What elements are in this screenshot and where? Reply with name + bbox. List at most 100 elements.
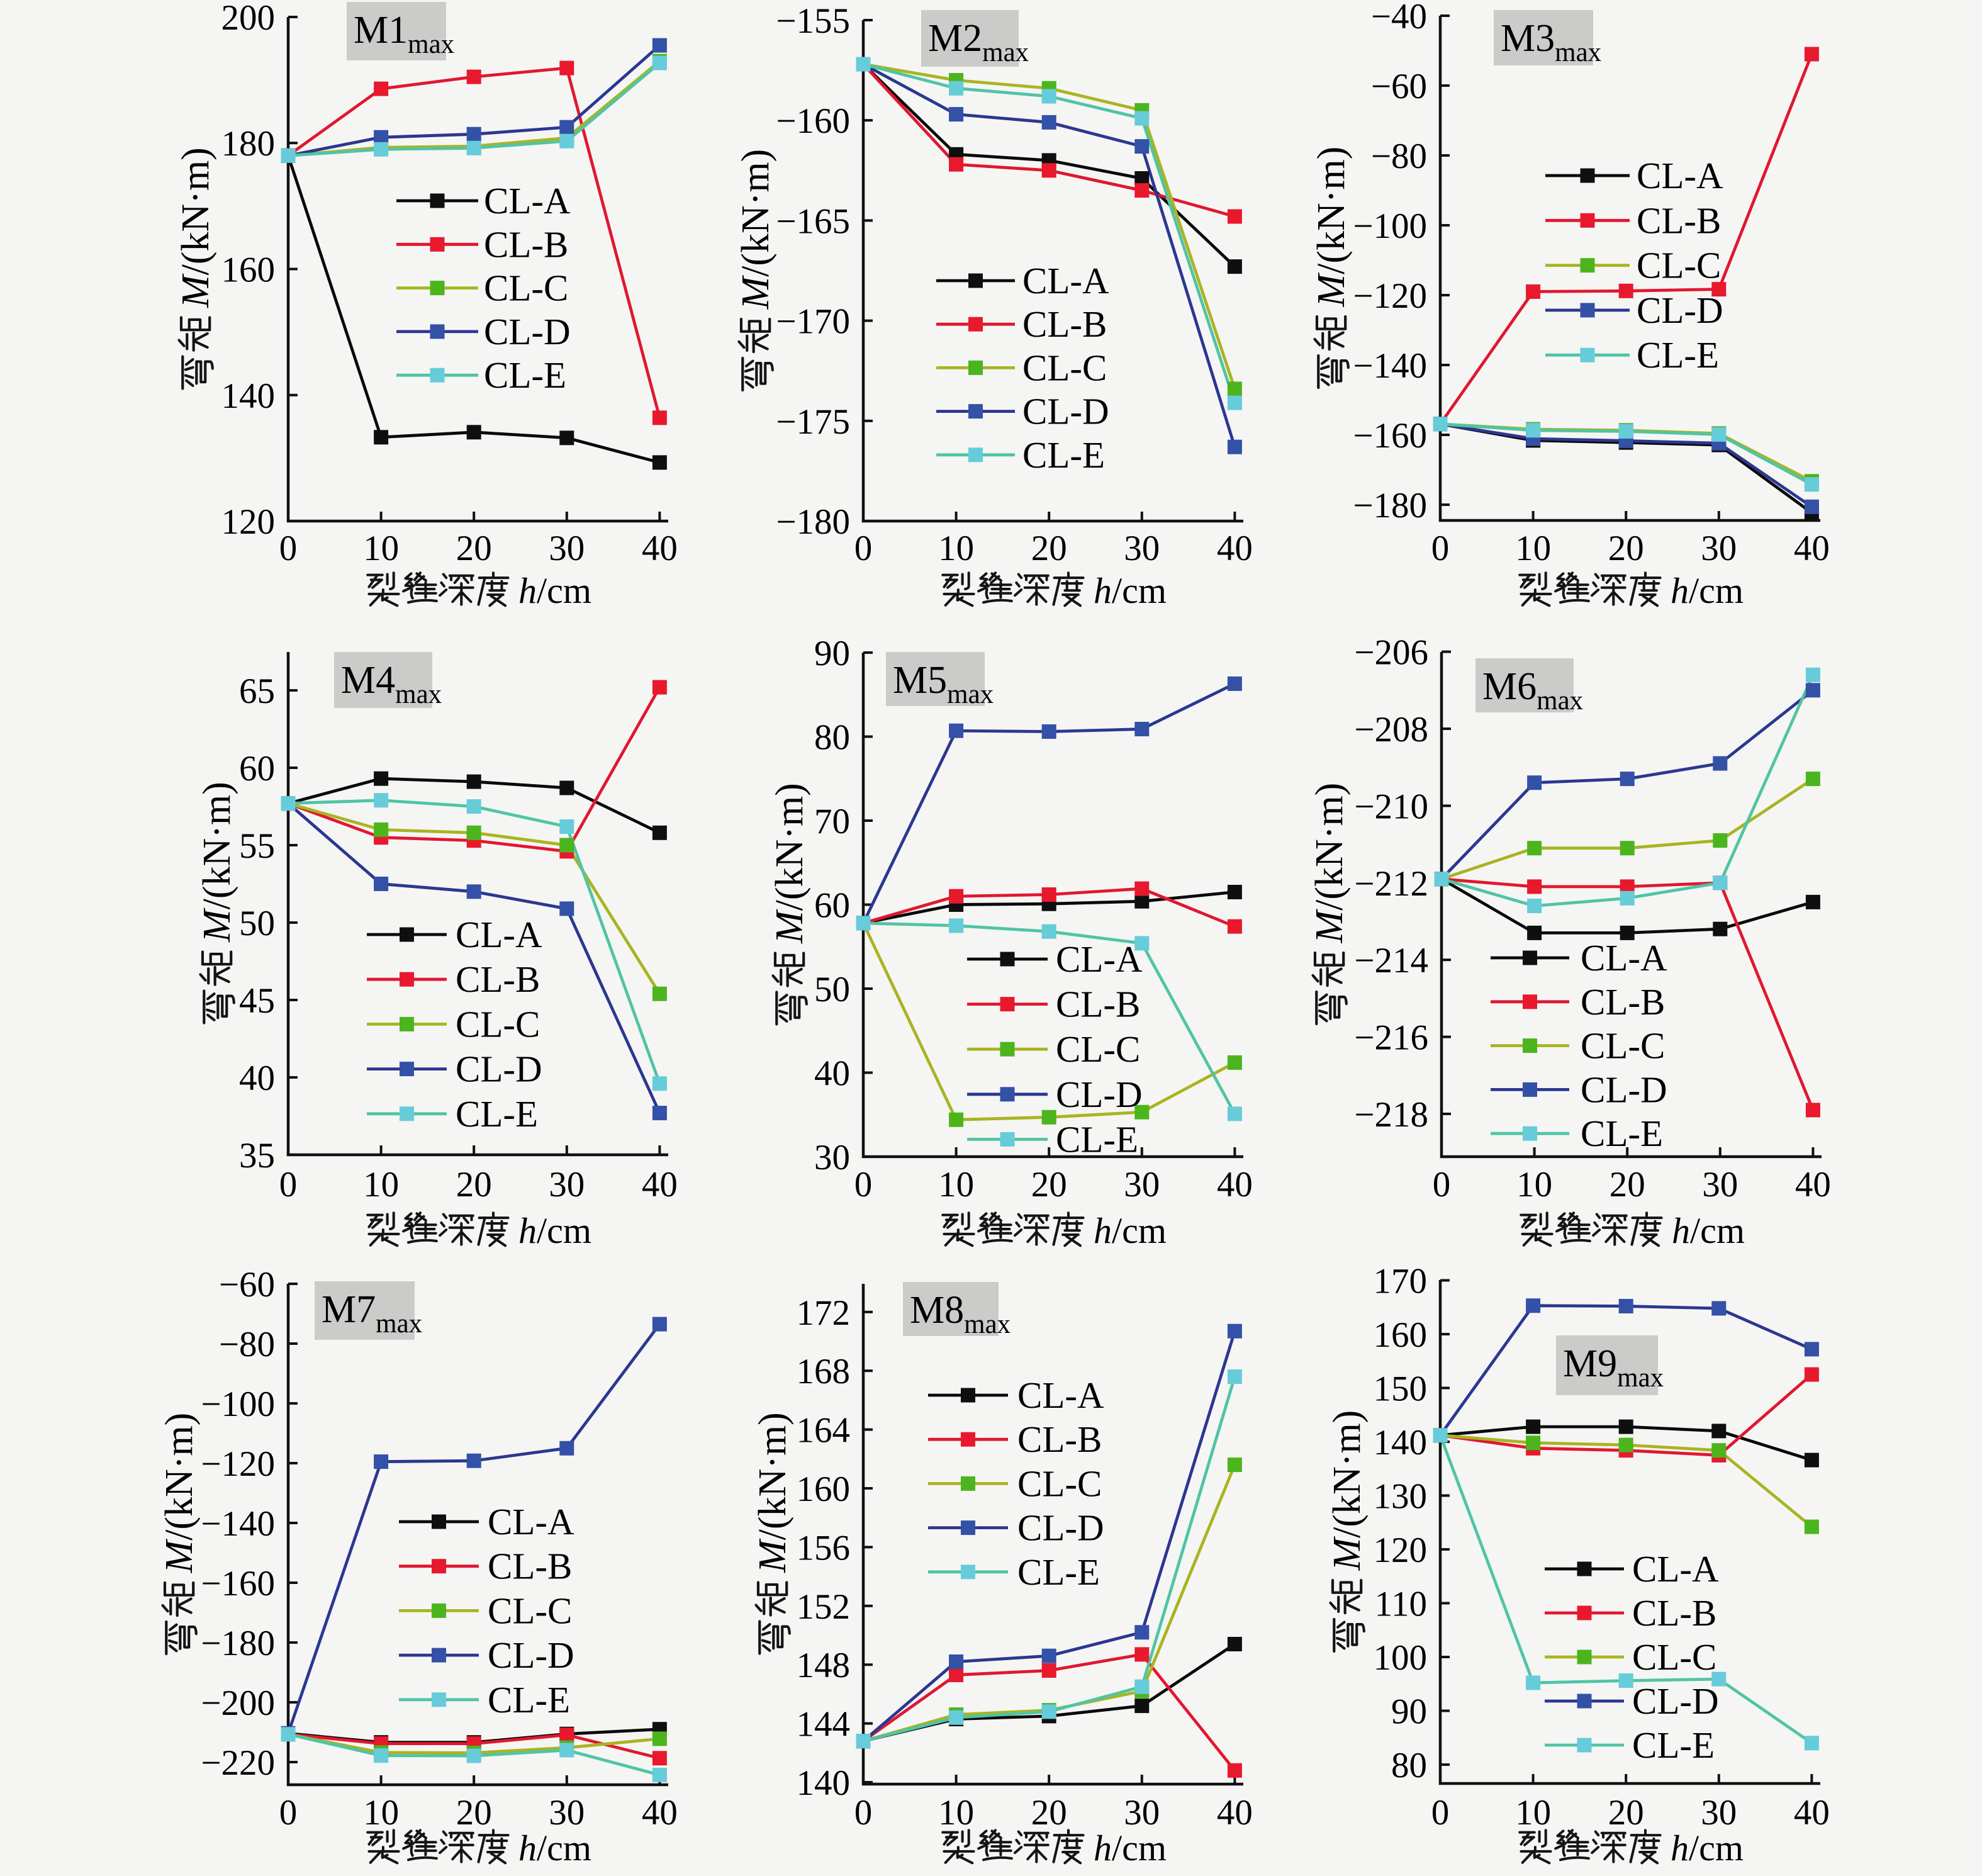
svg-text:−220: −220 [201, 1743, 275, 1783]
svg-text:50: 50 [814, 970, 850, 1009]
svg-text:0: 0 [279, 1165, 298, 1205]
svg-text:CL-D: CL-D [484, 311, 571, 352]
svg-text:−100: −100 [1353, 206, 1427, 246]
svg-text:CL-B: CL-B [1056, 984, 1140, 1025]
svg-text:0: 0 [1431, 529, 1450, 568]
svg-text:CL-E: CL-E [1022, 434, 1105, 476]
svg-text:−170: −170 [776, 302, 850, 342]
svg-text:20: 20 [456, 529, 492, 568]
svg-text:CL-E: CL-E [1637, 334, 1719, 376]
svg-text:0: 0 [854, 1793, 873, 1833]
svg-text:0: 0 [1433, 1165, 1451, 1205]
svg-text:20: 20 [456, 1165, 492, 1205]
svg-text:CL-D: CL-D [1017, 1507, 1104, 1549]
svg-text:30: 30 [549, 1793, 585, 1833]
svg-text:M6max: M6max [1482, 665, 1583, 716]
svg-text:CL-A: CL-A [484, 180, 571, 222]
svg-text:160: 160 [1374, 1315, 1428, 1355]
svg-text:CL-E: CL-E [1056, 1118, 1138, 1160]
svg-text:0: 0 [854, 529, 873, 568]
svg-text:CL-B: CL-B [1017, 1418, 1102, 1460]
svg-text:h/cm: h/cm [518, 1210, 591, 1251]
svg-text:−60: −60 [1371, 67, 1427, 106]
svg-text:M1max: M1max [354, 9, 454, 59]
svg-text:30: 30 [1124, 1793, 1160, 1833]
svg-text:110: 110 [1375, 1585, 1427, 1624]
svg-text:CL-E: CL-E [1017, 1551, 1100, 1593]
svg-text:−120: −120 [1353, 276, 1427, 316]
svg-text:CL-B: CL-B [484, 223, 568, 265]
svg-text:CL-B: CL-B [1632, 1592, 1716, 1634]
svg-text:CL-E: CL-E [484, 354, 566, 396]
svg-text:CL-D: CL-D [1056, 1074, 1143, 1115]
svg-text:−216: −216 [1354, 1018, 1428, 1058]
svg-text:−140: −140 [1353, 346, 1427, 386]
svg-text:80: 80 [1391, 1746, 1427, 1785]
svg-text:−165: −165 [776, 201, 850, 241]
svg-text:100: 100 [1374, 1638, 1428, 1678]
svg-text:CL-A: CL-A [1056, 938, 1143, 980]
svg-text:CL-A: CL-A [488, 1501, 574, 1542]
svg-text:170: 170 [1374, 1262, 1428, 1301]
svg-text:152: 152 [797, 1587, 851, 1627]
svg-text:h/cm: h/cm [1094, 1210, 1167, 1251]
svg-text:40: 40 [1217, 1793, 1253, 1833]
svg-text:−200: −200 [201, 1683, 275, 1723]
svg-text:40: 40 [1794, 1793, 1830, 1833]
svg-text:10: 10 [1516, 1165, 1552, 1205]
svg-text:40: 40 [1794, 529, 1830, 568]
svg-text:144: 144 [797, 1705, 851, 1744]
svg-text:CL-C: CL-C [1632, 1636, 1716, 1678]
svg-text:160: 160 [797, 1469, 851, 1509]
svg-text:M5max: M5max [893, 659, 994, 709]
svg-text:−210: −210 [1354, 787, 1428, 826]
svg-text:h/cm: h/cm [1671, 570, 1744, 611]
svg-text:90: 90 [814, 634, 850, 673]
svg-text:148: 148 [797, 1646, 851, 1685]
svg-text:−80: −80 [219, 1325, 275, 1364]
svg-text:CL-B: CL-B [1022, 303, 1107, 345]
svg-text:60: 60 [814, 886, 850, 926]
svg-text:120: 120 [221, 502, 276, 542]
svg-text:−100: −100 [201, 1385, 275, 1424]
svg-text:172: 172 [797, 1293, 851, 1333]
svg-text:CL-C: CL-C [484, 267, 568, 309]
svg-text:0: 0 [854, 1165, 873, 1205]
svg-text:CL-D: CL-D [1632, 1680, 1719, 1722]
svg-text:130: 130 [1374, 1477, 1428, 1517]
svg-text:−175: −175 [776, 402, 850, 442]
svg-text:M/(kN·m): M/(kN·m) [196, 782, 238, 943]
svg-text:10: 10 [363, 1165, 399, 1205]
svg-text:160: 160 [221, 250, 276, 290]
svg-text:70: 70 [814, 802, 850, 841]
svg-text:−218: −218 [1354, 1095, 1428, 1135]
svg-text:−206: −206 [1354, 633, 1428, 673]
svg-text:CL-D: CL-D [1637, 289, 1723, 331]
svg-text:20: 20 [456, 1793, 492, 1833]
svg-text:10: 10 [363, 529, 399, 568]
svg-text:−140: −140 [201, 1504, 275, 1544]
svg-text:CL-A: CL-A [456, 914, 542, 955]
svg-text:CL-E: CL-E [456, 1093, 538, 1135]
svg-text:−212: −212 [1354, 864, 1428, 904]
svg-text:40: 40 [1795, 1165, 1831, 1205]
svg-text:164: 164 [797, 1411, 851, 1451]
svg-text:CL-C: CL-C [1637, 245, 1721, 286]
svg-text:140: 140 [221, 376, 276, 416]
svg-text:35: 35 [239, 1136, 275, 1176]
svg-text:10: 10 [938, 1165, 974, 1205]
svg-text:60: 60 [239, 749, 275, 789]
svg-text:−180: −180 [201, 1624, 275, 1663]
svg-text:−214: −214 [1354, 941, 1428, 980]
svg-text:40: 40 [1217, 1165, 1253, 1205]
svg-text:20: 20 [1031, 1793, 1067, 1833]
svg-text:10: 10 [1515, 529, 1551, 568]
svg-text:h/cm: h/cm [1094, 570, 1167, 611]
svg-text:20: 20 [1610, 1165, 1645, 1205]
svg-text:0: 0 [1431, 1793, 1450, 1833]
svg-text:−180: −180 [1353, 486, 1427, 525]
svg-text:20: 20 [1031, 529, 1067, 568]
svg-text:−160: −160 [776, 101, 850, 141]
svg-text:M/(kN·m): M/(kN·m) [1308, 783, 1351, 944]
svg-text:30: 30 [1701, 529, 1737, 568]
